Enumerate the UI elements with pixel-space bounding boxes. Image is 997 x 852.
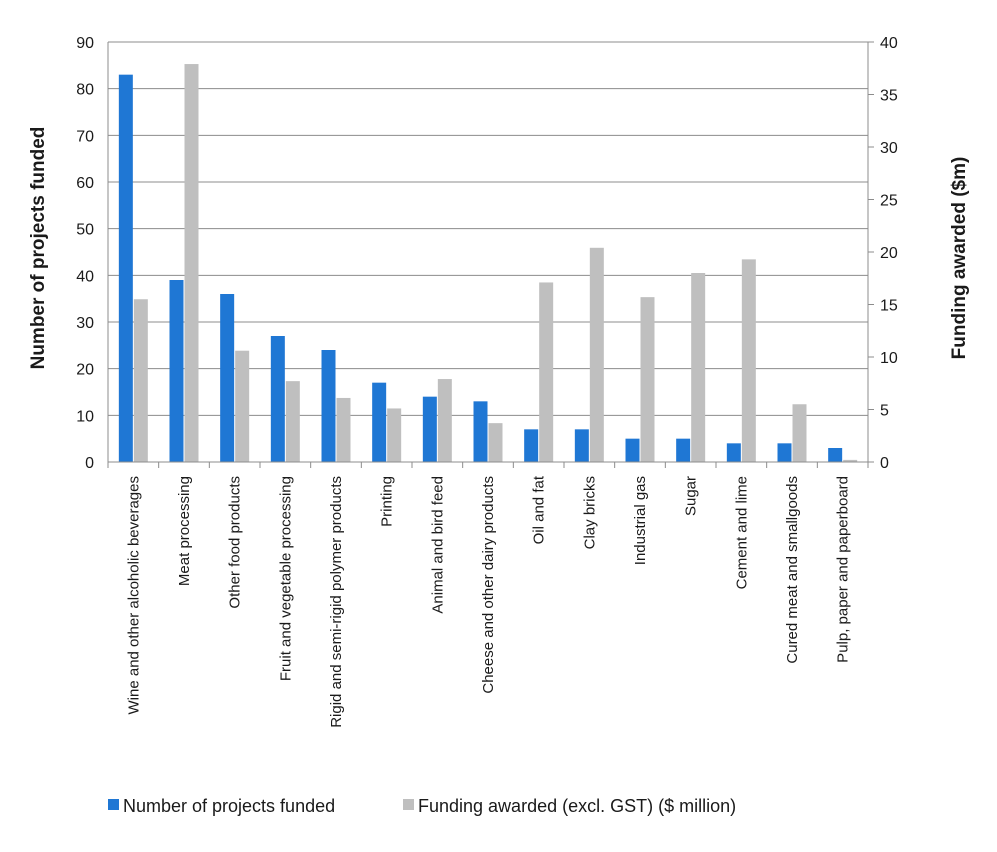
- right-tick-label: 15: [880, 298, 898, 315]
- category-label: Meat processing: [176, 476, 193, 586]
- bar-funding: [640, 297, 655, 462]
- left-tick-label: 40: [76, 268, 94, 285]
- gridlines: [108, 41, 868, 416]
- left-tick-label: 20: [76, 362, 94, 379]
- category-label: Cement and lime: [733, 476, 750, 589]
- right-tick-label: 10: [880, 350, 898, 367]
- left-tick-label: 80: [76, 82, 94, 99]
- category-label: Cured meat and smallgoods: [784, 476, 801, 664]
- category-label: Wine and other alcoholic beverages: [125, 476, 142, 714]
- right-tick-label: 40: [880, 35, 898, 52]
- legend: Number of projects funded Funding awarde…: [108, 796, 736, 816]
- bar-funding: [691, 273, 706, 462]
- bar-projects: [169, 280, 184, 462]
- bar-projects: [777, 443, 792, 462]
- category-label: Cheese and other dairy products: [480, 476, 497, 694]
- bar-funding: [437, 379, 452, 462]
- bar-projects: [270, 336, 285, 462]
- left-tick-label: 70: [76, 128, 94, 145]
- left-tick-label: 90: [76, 35, 94, 52]
- category-label: Sugar: [683, 476, 700, 516]
- right-tick-label: 35: [880, 88, 898, 105]
- bar-funding: [488, 423, 503, 462]
- left-tick-label: 50: [76, 222, 94, 239]
- category-label: Fruit and vegetable processing: [277, 476, 294, 681]
- category-label: Industrial gas: [632, 476, 649, 565]
- bar-projects: [524, 429, 539, 462]
- category-labels: Wine and other alcoholic beverages Meat p…: [125, 475, 851, 728]
- left-tick-label: 10: [76, 408, 94, 425]
- category-label: Clay bricks: [581, 476, 598, 549]
- right-tick-label: 30: [880, 140, 898, 157]
- bar-projects: [726, 443, 741, 462]
- bar-funding: [184, 64, 199, 463]
- bar-funding: [235, 350, 250, 462]
- left-tick-label: 30: [76, 315, 94, 332]
- bar-funding: [741, 259, 756, 462]
- category-label: Other food products: [227, 476, 244, 609]
- bar-projects: [372, 382, 387, 462]
- right-tick-label: 20: [880, 245, 898, 262]
- left-axis-ticks: 0 10 20 30 40 50 60 70 80 90: [76, 35, 94, 472]
- bars: [118, 64, 858, 463]
- bar-projects: [574, 429, 589, 462]
- legend-label-projects: Number of projects funded: [123, 796, 335, 816]
- category-label: Oil and fat: [531, 475, 548, 544]
- bar-projects: [828, 448, 843, 462]
- right-tick-label: 0: [880, 455, 889, 472]
- category-label: Pulp, paper and paperboard: [835, 476, 852, 663]
- bar-projects: [625, 438, 640, 462]
- left-tick-label: 0: [85, 455, 94, 472]
- right-axis-title: Funding awarded ($m): [949, 157, 970, 360]
- right-tick-label: 5: [880, 403, 889, 420]
- legend-label-funding: Funding awarded (excl. GST) ($ million): [418, 796, 736, 816]
- legend-swatch-funding: [403, 799, 414, 810]
- bar-funding: [387, 408, 402, 462]
- bar-projects: [118, 74, 133, 463]
- bar-projects: [676, 438, 691, 462]
- bar-projects: [473, 401, 488, 462]
- bar-funding: [589, 247, 604, 462]
- bar-projects: [422, 396, 437, 462]
- bar-funding: [792, 404, 807, 462]
- bar-funding: [285, 381, 300, 462]
- right-tick-label: 25: [880, 193, 898, 210]
- bar-projects: [321, 350, 336, 462]
- left-tick-label: 60: [76, 175, 94, 192]
- category-label: Rigid and semi-rigid polymer products: [328, 476, 345, 728]
- category-label: Printing: [379, 476, 396, 527]
- bar-projects: [220, 294, 235, 462]
- bar-funding: [133, 299, 148, 462]
- left-axis-title: Number of projects funded: [28, 127, 49, 370]
- bar-funding: [539, 282, 554, 462]
- category-label: Animal and bird feed: [429, 476, 446, 614]
- bar-funding: [336, 397, 351, 462]
- legend-swatch-projects: [108, 799, 119, 810]
- right-axis-ticks: 0 5 10 15 20 25 30 35 40: [868, 35, 898, 472]
- bar-funding: [843, 459, 858, 462]
